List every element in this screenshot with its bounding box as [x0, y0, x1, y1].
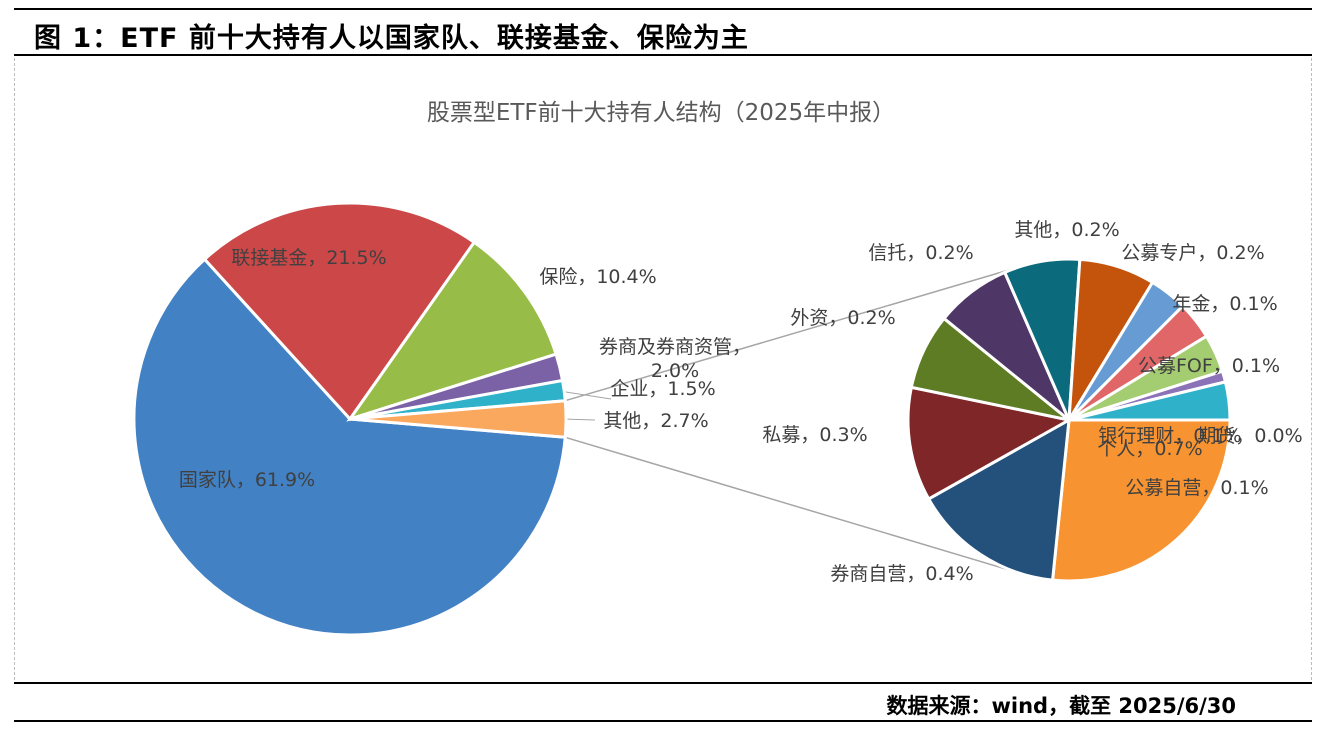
secondary-label-9: 银行理财，0.1% — [1098, 425, 1241, 447]
main-slice-0 — [132, 257, 567, 637]
leader-line-0 — [560, 390, 612, 400]
chart-frame: 股票型ETF前十大持有人结构（2025年中报） 国家队，61.9% 联接基金，21… — [14, 58, 1312, 680]
main-label--3: 券商及券商资管， 2.0% — [599, 336, 751, 382]
secondary-label-2: 私募，0.3% — [762, 424, 867, 446]
chart-title: 股票型ETF前十大持有人结构（2025年中报） — [427, 100, 895, 126]
pie-of-pie-chart: 股票型ETF前十大持有人结构（2025年中报） 国家队，61.9% 联接基金，21… — [132, 100, 1303, 637]
main-label--4: 企业，1.5% — [610, 378, 715, 400]
figure-title: 图 1：ETF 前十大持有人以国家队、联接基金、保险为主 — [34, 23, 749, 54]
secondary-label-4: 信托，0.2% — [868, 242, 973, 264]
secondary-slice-2 — [906, 385, 1074, 502]
connector-lines — [560, 263, 1030, 577]
main-pie-labels: 国家队，61.9% 联接基金，21.5% 保险，10.4% 券商及券商资管， 2.0%企… — [179, 247, 751, 491]
secondary-label-10: 期货，0.0% — [1197, 425, 1302, 447]
secondary-label-11: 公募自营，0.1% — [1125, 477, 1268, 499]
secondary-label-7: 年金，0.1% — [1172, 293, 1277, 315]
secondary-label-1: 券商自营，0.4% — [830, 563, 973, 585]
secondary-label-0: 个人，0.7% — [1097, 438, 1202, 460]
figure-footer: 数据来源：wind，截至 2025/6/30 — [14, 682, 1312, 722]
main-pie — [132, 201, 568, 637]
secondary-label-3: 外资，0.2% — [790, 307, 895, 329]
figure-header: 图 1：ETF 前十大持有人以国家队、联接基金、保险为主 — [14, 8, 1312, 56]
main-label--0: 国家队，61.9% — [179, 469, 315, 491]
main-label--1: 联接基金，21.5% — [231, 247, 386, 269]
main-label--5: 其他，2.7% — [603, 410, 708, 432]
source-note: 数据来源：wind，截至 2025/6/30 — [886, 694, 1236, 718]
main-label--2: 保险，10.4% — [539, 266, 656, 288]
secondary-label-8: 公募FOF，0.1% — [1138, 355, 1280, 377]
secondary-pie — [906, 257, 1232, 583]
secondary-pie-labels: 个人，0.7% 券商自营，0.4% 私募，0.3% 外资，0.2% 信托，0.2% 其他，… — [762, 219, 1302, 585]
secondary-label-6: 公募专户，0.2% — [1121, 242, 1264, 264]
connector-line-top — [565, 263, 1030, 402]
secondary-slice-0 — [1050, 418, 1232, 583]
secondary-slice-11 — [1068, 380, 1232, 422]
secondary-label-5: 其他，0.2% — [1014, 219, 1119, 241]
connector-line-bottom — [565, 436, 1030, 577]
main-slice-5 — [349, 399, 568, 439]
secondary-slice-1 — [926, 417, 1071, 582]
main-slice-1 — [202, 201, 477, 422]
leader-line-1 — [561, 418, 596, 421]
main-slice-2 — [346, 240, 558, 422]
